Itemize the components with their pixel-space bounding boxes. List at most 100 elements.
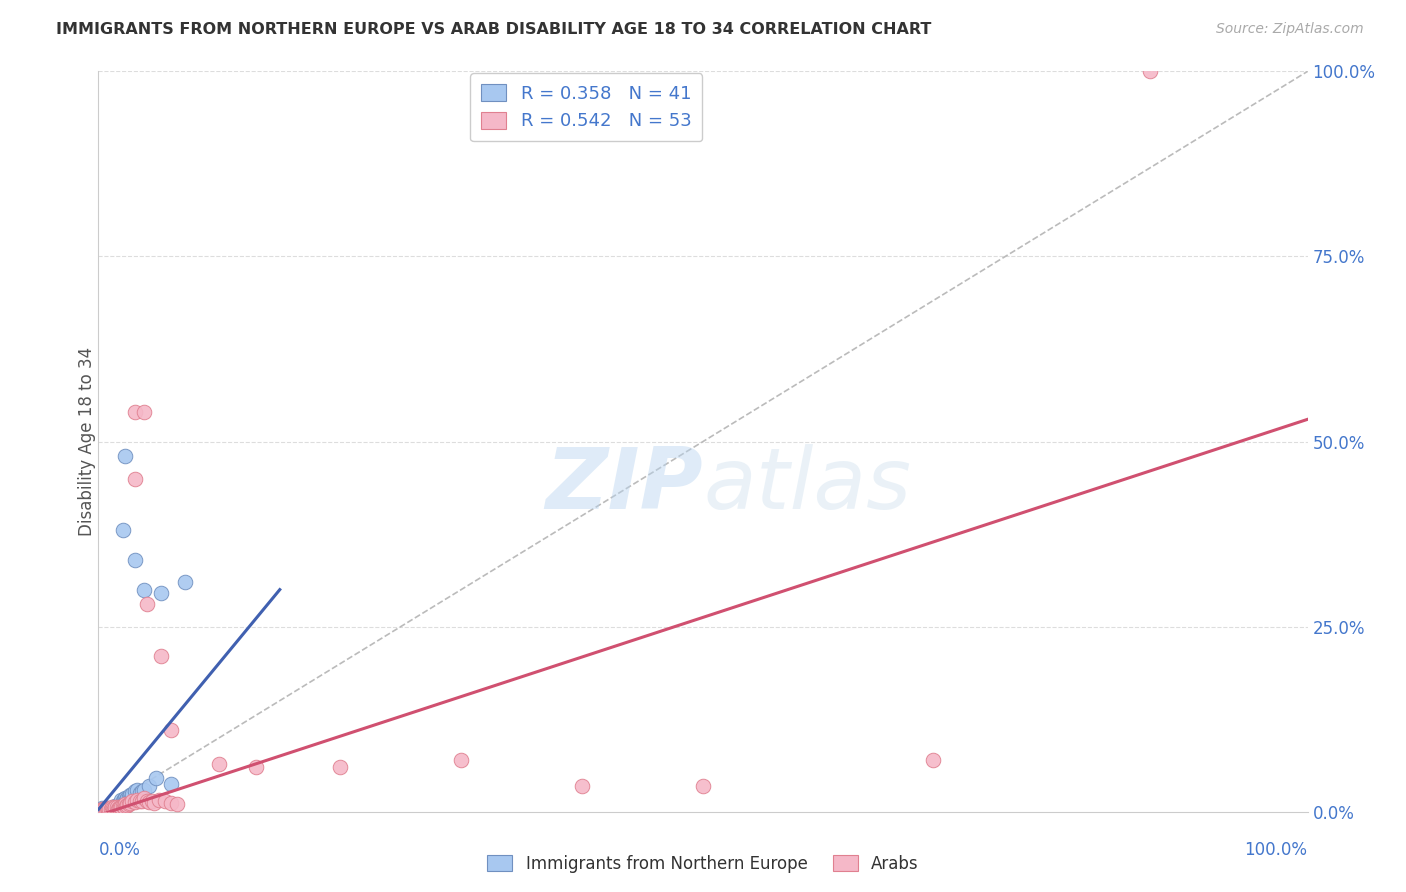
- Point: [166, 797, 188, 812]
- Point: [153, 794, 176, 808]
- Point: [96, 801, 118, 815]
- Point: [134, 405, 156, 419]
- Point: [150, 649, 173, 664]
- Text: 100.0%: 100.0%: [1244, 841, 1308, 859]
- Point: [114, 797, 136, 812]
- Point: [90, 803, 112, 817]
- Point: [141, 794, 163, 808]
- Point: [104, 798, 127, 813]
- Point: [108, 799, 131, 814]
- Point: [208, 756, 231, 771]
- Text: ZIP: ZIP: [546, 444, 703, 527]
- Point: [118, 789, 141, 804]
- Point: [91, 802, 114, 816]
- Point: [104, 799, 127, 814]
- Point: [105, 800, 128, 814]
- Point: [100, 802, 122, 816]
- Point: [134, 582, 156, 597]
- Text: Source: ZipAtlas.com: Source: ZipAtlas.com: [1216, 22, 1364, 37]
- Point: [921, 753, 943, 767]
- Point: [98, 803, 121, 817]
- Text: 0.0%: 0.0%: [98, 841, 141, 859]
- Point: [111, 524, 134, 538]
- Point: [115, 793, 138, 807]
- Point: [120, 790, 142, 805]
- Point: [143, 796, 166, 810]
- Point: [131, 784, 153, 798]
- Point: [94, 802, 117, 816]
- Point: [124, 405, 146, 419]
- Point: [124, 471, 146, 485]
- Point: [160, 776, 183, 790]
- Point: [100, 800, 122, 814]
- Point: [160, 723, 183, 738]
- Point: [112, 792, 135, 806]
- Point: [121, 787, 143, 801]
- Point: [138, 779, 160, 793]
- Point: [150, 586, 173, 600]
- Point: [134, 782, 156, 797]
- Point: [90, 803, 112, 817]
- Point: [100, 802, 122, 816]
- Legend: R = 0.358   N = 41, R = 0.542   N = 53: R = 0.358 N = 41, R = 0.542 N = 53: [470, 73, 703, 141]
- Point: [1139, 64, 1161, 78]
- Point: [174, 575, 197, 590]
- Point: [124, 553, 146, 567]
- Point: [108, 800, 131, 814]
- Point: [135, 794, 157, 808]
- Point: [450, 753, 472, 767]
- Point: [93, 803, 115, 817]
- Point: [124, 784, 146, 798]
- Point: [110, 793, 132, 807]
- Point: [128, 786, 150, 800]
- Point: [692, 779, 714, 793]
- Point: [100, 801, 122, 815]
- Point: [118, 797, 141, 811]
- Point: [115, 798, 138, 813]
- Point: [329, 760, 352, 774]
- Point: [134, 791, 156, 805]
- Point: [108, 801, 131, 815]
- Point: [571, 779, 593, 793]
- Point: [98, 803, 121, 817]
- Point: [121, 794, 143, 808]
- Point: [117, 798, 139, 813]
- Point: [245, 760, 267, 774]
- Point: [101, 800, 124, 814]
- Point: [105, 799, 128, 814]
- Point: [101, 801, 124, 815]
- Text: atlas: atlas: [703, 444, 911, 527]
- Point: [160, 796, 183, 810]
- Point: [97, 802, 120, 816]
- Point: [145, 772, 167, 786]
- Point: [111, 794, 134, 808]
- Point: [107, 801, 129, 815]
- Point: [114, 790, 136, 805]
- Point: [107, 802, 129, 816]
- Point: [103, 802, 125, 816]
- Point: [117, 791, 139, 805]
- Point: [138, 795, 160, 809]
- Point: [111, 798, 134, 813]
- Point: [91, 801, 114, 815]
- Point: [108, 798, 131, 813]
- Point: [124, 795, 146, 809]
- Point: [135, 598, 157, 612]
- Point: [103, 801, 125, 815]
- Point: [127, 782, 149, 797]
- Point: [148, 793, 170, 807]
- Point: [96, 801, 118, 815]
- Point: [127, 793, 149, 807]
- Point: [114, 450, 136, 464]
- Point: [118, 796, 141, 810]
- Legend: Immigrants from Northern Europe, Arabs: Immigrants from Northern Europe, Arabs: [481, 848, 925, 880]
- Point: [118, 789, 141, 803]
- Point: [128, 794, 150, 808]
- Y-axis label: Disability Age 18 to 34: Disability Age 18 to 34: [79, 347, 96, 536]
- Text: IMMIGRANTS FROM NORTHERN EUROPE VS ARAB DISABILITY AGE 18 TO 34 CORRELATION CHAR: IMMIGRANTS FROM NORTHERN EUROPE VS ARAB …: [56, 22, 932, 37]
- Point: [131, 794, 153, 808]
- Point: [94, 802, 117, 816]
- Point: [91, 803, 114, 817]
- Point: [93, 803, 115, 817]
- Point: [110, 799, 132, 814]
